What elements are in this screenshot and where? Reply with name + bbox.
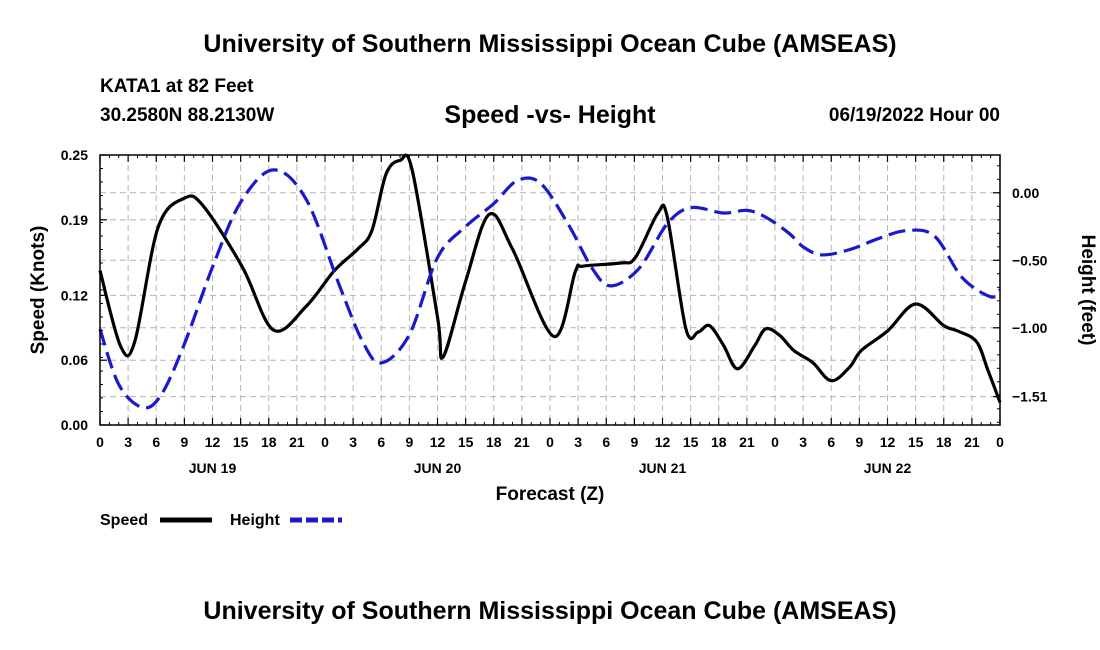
x-tick-label: 0 — [96, 434, 104, 450]
x-tick-label: 21 — [739, 434, 755, 450]
x-tick-label: 12 — [880, 434, 896, 450]
footer-title: University of Southern Mississippi Ocean… — [203, 597, 897, 625]
x-tick-label: 15 — [233, 434, 249, 450]
y-tick-label: 0.12 — [61, 287, 88, 303]
legend-label-height: Height — [230, 512, 280, 529]
x-tick-label: 12 — [655, 434, 671, 450]
day-label: JUN 20 — [414, 460, 462, 476]
x-tick-label: 12 — [430, 434, 446, 450]
y2-tick-label: 0.00 — [1012, 185, 1039, 201]
x-tick-label: 3 — [349, 434, 357, 450]
station-label: KATA1 at 82 Feet — [100, 76, 254, 97]
x-tick-label: 0 — [771, 434, 779, 450]
x-tick-label: 9 — [630, 434, 638, 450]
y-axis-label: Speed (Knots) — [28, 226, 49, 355]
forecast-datetime: 06/19/2022 Hour 00 — [828, 105, 1000, 126]
x-tick-label: 3 — [799, 434, 807, 450]
x-tick-label: 3 — [124, 434, 132, 450]
day-label: JUN 22 — [864, 460, 912, 476]
chart-grid — [100, 155, 1000, 425]
chart-axes: 0 3 6 9 12 15 18 21 0 3 6 9 12 15 18 21 0 3 6 9 12 15 18 21 0 3 6 9… — [61, 147, 1048, 476]
y-tick-label: 0.19 — [61, 212, 88, 228]
x-tick-label: 18 — [936, 434, 952, 450]
series-line-height — [98, 168, 1002, 410]
speed-height-chart: 0 3 6 9 12 15 18 21 0 3 6 9 12 15 18 21 0 3 6 9 12 15 18 21 0 3 6 9… — [28, 147, 1098, 529]
x-tick-label: 9 — [180, 434, 188, 450]
x-tick-label: 9 — [855, 434, 863, 450]
x-tick-label: 18 — [711, 434, 727, 450]
x-tick-label: 15 — [683, 434, 699, 450]
series-layer — [98, 153, 1002, 410]
chart-subtitle: Speed -vs- Height — [444, 101, 656, 129]
station-coordinates: 30.2580N 88.2130W — [100, 105, 275, 126]
x-tick-label: 6 — [377, 434, 385, 450]
day-label: JUN 19 — [189, 460, 237, 476]
y2-axis-label: Height (feet) — [1077, 235, 1098, 346]
page-title: University of Southern Mississippi Ocean… — [203, 30, 897, 58]
x-tick-label: 0 — [546, 434, 554, 450]
y2-tick-label: −0.50 — [1012, 252, 1048, 268]
x-tick-label: 9 — [405, 434, 413, 450]
x-tick-label: 6 — [827, 434, 835, 450]
x-tick-label: 21 — [514, 434, 530, 450]
x-tick-label: 6 — [602, 434, 610, 450]
x-tick-label: 21 — [964, 434, 980, 450]
x-tick-label: 15 — [908, 434, 924, 450]
x-tick-label: 0 — [996, 434, 1004, 450]
x-axis-label: Forecast (Z) — [496, 484, 605, 505]
x-tick-label: 3 — [574, 434, 582, 450]
x-tick-label: 21 — [289, 434, 305, 450]
day-label: JUN 21 — [639, 460, 687, 476]
legend: Speed Height — [100, 512, 342, 529]
x-tick-label: 15 — [458, 434, 474, 450]
legend-label-speed: Speed — [100, 512, 148, 529]
x-tick-label: 18 — [486, 434, 502, 450]
y-tick-label: 0.25 — [61, 147, 88, 163]
series-line-speed — [98, 153, 1002, 403]
y2-tick-label: −1.51 — [1012, 389, 1048, 405]
y2-tick-label: −1.00 — [1012, 320, 1048, 336]
y-tick-label: 0.06 — [61, 352, 88, 368]
y-tick-label: 0.00 — [61, 417, 88, 433]
x-tick-label: 12 — [205, 434, 221, 450]
x-tick-label: 6 — [152, 434, 160, 450]
x-tick-label: 0 — [321, 434, 329, 450]
x-tick-label: 18 — [261, 434, 277, 450]
